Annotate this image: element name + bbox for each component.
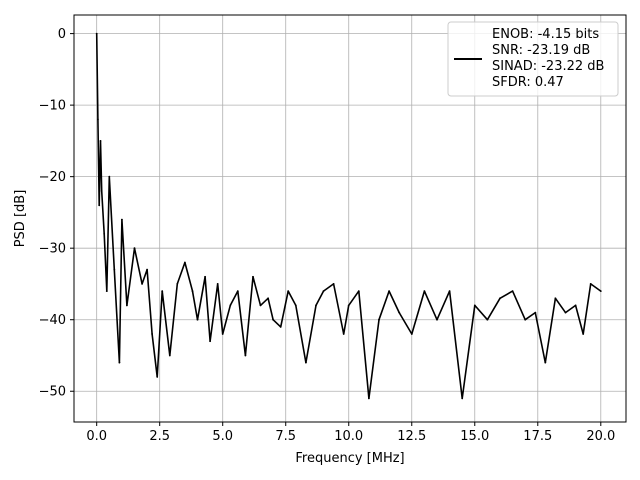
x-tick-label: 10.0 [334, 429, 363, 444]
data-point [582, 333, 585, 335]
legend-entry: ENOB: -4.15 bits [492, 27, 599, 42]
data-point [244, 354, 247, 357]
y-axis-label: PSD [dB] [13, 190, 28, 248]
data-point [118, 361, 121, 364]
data-point [357, 290, 360, 292]
data-point [95, 32, 98, 35]
x-axis-label: Frequency [MHz] [295, 451, 404, 466]
y-tick-label: −40 [39, 313, 66, 328]
data-point [236, 290, 239, 292]
data-point [378, 318, 380, 321]
data-point [461, 397, 464, 400]
data-point [524, 318, 527, 321]
data-point [368, 397, 370, 400]
data-point [554, 297, 557, 300]
data-point [410, 333, 413, 335]
data-point [100, 190, 103, 192]
data-point [252, 275, 254, 278]
data-point [287, 290, 290, 292]
data-point [141, 283, 144, 285]
data-point [161, 290, 164, 292]
data-point [146, 268, 149, 271]
x-tick-label: 15.0 [460, 429, 489, 444]
x-tick-label: 7.5 [275, 429, 296, 444]
data-point [511, 290, 514, 292]
data-point [589, 283, 592, 285]
data-point [99, 140, 102, 142]
series-layer [95, 32, 602, 400]
data-point [347, 304, 350, 307]
x-tick-label: 0.0 [86, 429, 107, 444]
data-point [315, 304, 317, 307]
data-point [156, 376, 159, 378]
x-tick-label: 5.0 [212, 429, 233, 444]
y-axis-ticks: 0 −10 −20 −30 −40 −50 [39, 27, 74, 400]
data-point [599, 290, 602, 292]
y-tick-label: −30 [39, 242, 66, 257]
data-point [267, 297, 269, 300]
data-point [574, 304, 577, 307]
legend-entry: SFDR: 0.47 [492, 75, 564, 90]
legend: ENOB: -4.15 bits SNR: -23.19 dB SINAD: -… [447, 21, 619, 97]
data-point [98, 204, 101, 207]
data-point [103, 233, 106, 235]
data-point [133, 247, 136, 250]
x-tick-label: 2.5 [149, 429, 170, 444]
data-point [398, 311, 401, 314]
data-point [499, 297, 501, 300]
legend-entry: SNR: -23.19 dB [492, 43, 590, 58]
data-point [196, 318, 199, 321]
data-point [486, 318, 489, 321]
data-point [168, 354, 171, 357]
data-point [564, 311, 567, 314]
data-point [113, 268, 116, 271]
data-point [423, 290, 426, 292]
y-tick-label: −50 [39, 385, 66, 400]
x-axis-ticks: 0.0 2.5 5.0 7.5 10.0 12.5 15.0 17.5 20.0 [86, 422, 615, 444]
x-tick-label: 20.0 [586, 429, 615, 444]
y-tick-label: 0 [58, 27, 66, 42]
data-point [108, 175, 111, 178]
data-point [229, 304, 232, 307]
legend-entry: SINAD: -23.22 dB [492, 59, 604, 74]
plot-frame [73, 14, 627, 423]
data-point [342, 333, 345, 335]
data-point [332, 283, 335, 285]
data-point [388, 290, 390, 292]
data-point [184, 261, 186, 264]
x-tick-label: 17.5 [523, 429, 552, 444]
data-point [473, 304, 476, 307]
y-tick-label: −20 [39, 170, 66, 185]
data-point [151, 333, 154, 335]
data-point [279, 326, 282, 328]
data-point [221, 333, 224, 335]
grid [74, 15, 626, 422]
legend-box [447, 21, 619, 97]
data-point [305, 361, 307, 364]
y-tick-label: −10 [39, 99, 66, 114]
data-point [272, 318, 274, 321]
data-point [204, 275, 207, 278]
data-point [448, 290, 451, 292]
data-point [191, 290, 194, 292]
data-point [121, 218, 123, 221]
data-point [97, 118, 99, 121]
data-point [105, 290, 108, 292]
data-point [294, 304, 297, 307]
data-point [216, 283, 219, 285]
data-point [544, 361, 547, 364]
data-point [126, 304, 128, 307]
data-point [534, 311, 537, 314]
x-tick-label: 12.5 [397, 429, 426, 444]
data-point [322, 290, 325, 292]
data-point [209, 340, 212, 343]
data-point [176, 283, 179, 285]
data-point [436, 318, 438, 321]
psd-series-line [95, 33, 602, 400]
data-point [259, 304, 262, 307]
